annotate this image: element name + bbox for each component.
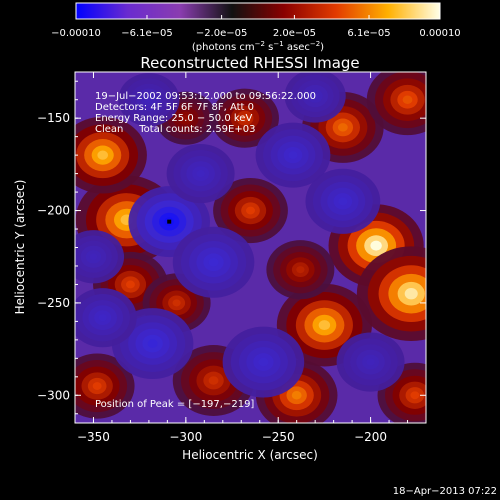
heatmap-contour	[402, 95, 413, 104]
y-tick-label: −150	[37, 111, 70, 125]
colorbar-rect	[75, 2, 441, 20]
heatmap-contour	[296, 266, 305, 274]
y-tick-label: −250	[37, 296, 70, 310]
heatmap-contour	[89, 253, 98, 260]
y-tick-label: −200	[37, 204, 70, 218]
heatmap-blob	[222, 326, 305, 398]
heatmap-blob	[284, 72, 346, 123]
heatmap-contour	[404, 288, 418, 300]
heatmap-contour	[370, 240, 382, 251]
x-tick-label: −300	[169, 430, 202, 444]
x-tick-label: −350	[77, 430, 110, 444]
heatmap-contour	[125, 280, 135, 289]
heatmap-blob	[336, 332, 405, 392]
heatmap-contour	[246, 206, 255, 215]
peak-position-text: Position of Peak = [−197,−219]	[95, 399, 254, 410]
info-line-energy: Energy Range: 25.0 − 50.0 keV	[95, 113, 252, 124]
colorbar: −0.00010 −6.1e−05 −2.0e−05 2.0e−05 6.1e−05 0.…	[51, 2, 461, 53]
heatmap-contour	[410, 391, 420, 400]
heatmap-contour	[338, 197, 348, 206]
colorbar-tick-label: −6.1e−05	[121, 28, 173, 39]
colorbar-tick-label: 2.0e−05	[273, 28, 316, 39]
colorbar-tick-label: −2.0e−05	[196, 28, 248, 39]
heatmap-blob	[255, 122, 331, 188]
heatmap-blob	[210, 88, 279, 148]
heatmap-contour	[196, 170, 205, 178]
heatmap-contour	[288, 151, 298, 160]
heatmap-blob	[166, 144, 235, 204]
colorbar-tick-label: 0.00010	[419, 28, 460, 39]
heatmap-blob	[75, 116, 147, 194]
heatmap-blob	[118, 73, 180, 127]
heatmap-contour	[337, 123, 348, 132]
heatmap-contour	[258, 357, 269, 367]
heatmap-contour	[240, 114, 250, 122]
heatmap-blob	[75, 353, 135, 419]
info-box: 19−Jul−2002 09:53:12.000 to 09:56:22.000…	[95, 91, 316, 410]
heatmap-contour	[311, 92, 319, 100]
heatmap-contour	[145, 96, 153, 103]
colorbar-units: (photons cm−2 s−1 asec−2)	[192, 40, 324, 53]
heatmap-contour	[97, 150, 109, 160]
heatmap-contour	[208, 258, 219, 267]
x-tick-label: −250	[262, 430, 295, 444]
x-axis-label: Heliocentric X (arcsec)	[182, 448, 318, 462]
footer-timestamp: 18−Apr−2013 07:22	[393, 486, 497, 497]
plot-area: −350 −300 −250 −200 −300 −250 −200 −150	[37, 71, 427, 444]
heatmap-blob	[75, 230, 125, 284]
heatmap-contour	[172, 299, 181, 307]
heatmap-contour	[98, 314, 107, 322]
y-axis-label: Heliocentric Y (arcsec)	[13, 180, 27, 315]
heatmap-contour	[366, 358, 375, 366]
heatmap-blob	[305, 168, 381, 234]
axis-ticks: −350 −300 −250 −200 −300 −250 −200 −150	[37, 72, 426, 444]
info-line-counts: Clean Total counts: 2.59E+03	[95, 124, 255, 135]
x-tick-label: −200	[354, 430, 387, 444]
heatmap-contour	[147, 339, 158, 348]
chart-title: Reconstructed RHESSI Image	[140, 54, 359, 72]
heatmap-contour	[208, 376, 219, 385]
info-line-time: 19−Jul−2002 09:53:12.000 to 09:56:22.000	[95, 91, 316, 102]
heatmap-contour	[291, 391, 302, 400]
peak-marker	[167, 219, 172, 224]
heatmap-blob	[213, 178, 288, 244]
colorbar-ticks: −0.00010 −6.1e−05 −2.0e−05 2.0e−05 6.1e−05 0.…	[51, 15, 461, 39]
info-line-detectors: Detectors: 4F 5F 6F 7F 8F, Att 0	[95, 102, 254, 113]
colorbar-tick-label: 6.1e−05	[347, 28, 390, 39]
heatmap-blob	[266, 240, 335, 300]
y-tick-label: −300	[37, 388, 70, 402]
heatmap-blob	[172, 226, 255, 298]
heatmap-contour	[92, 382, 102, 390]
heatmap-image	[75, 72, 426, 423]
heatmap-contour	[318, 320, 331, 331]
heatmap-blob	[356, 246, 426, 341]
heatmap-blob	[366, 72, 426, 136]
heatmap-contour	[182, 114, 190, 122]
colorbar-tick-label: −0.00010	[51, 28, 101, 39]
heatmap-blob	[75, 288, 137, 348]
